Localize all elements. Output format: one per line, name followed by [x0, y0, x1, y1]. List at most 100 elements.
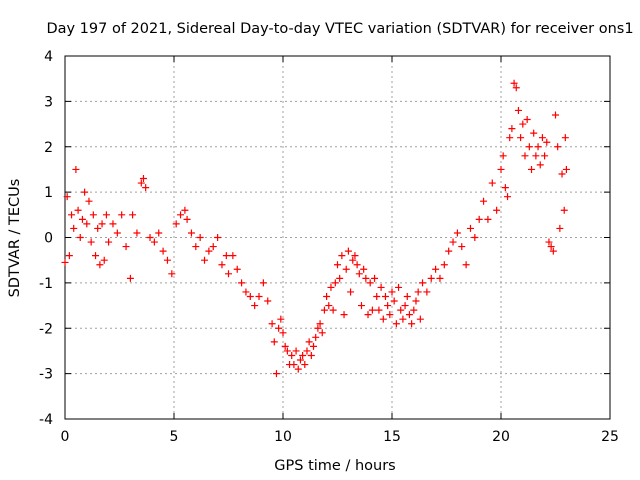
data-point [122, 243, 130, 251]
data-point [268, 320, 276, 328]
data-point [561, 134, 569, 142]
data-point [133, 229, 141, 237]
data-point [129, 211, 137, 219]
data-point [536, 161, 544, 169]
data-point [275, 324, 283, 332]
data-point [118, 211, 126, 219]
data-point [81, 188, 89, 196]
data-point [83, 220, 91, 228]
data-point [196, 234, 204, 241]
data-point [403, 292, 411, 300]
data-point [427, 274, 435, 282]
data-point [85, 197, 93, 205]
data-point [371, 274, 379, 282]
y-tick-label: -2 [39, 321, 53, 337]
data-point [416, 315, 424, 323]
data-point [172, 220, 180, 228]
data-point [301, 361, 309, 369]
data-point [538, 134, 546, 142]
data-point [419, 279, 427, 287]
x-tick-label: 20 [492, 429, 510, 445]
data-point [436, 274, 444, 282]
data-point [423, 288, 431, 296]
data-point [74, 206, 82, 214]
data-point [238, 279, 246, 287]
data-point [105, 238, 113, 246]
data-point [484, 215, 492, 223]
data-point [493, 206, 501, 214]
data-point [384, 302, 392, 310]
data-point [395, 283, 403, 291]
y-axis-label: SDTVAR / TECUs [7, 179, 23, 298]
y-tick-label: 2 [44, 140, 53, 156]
data-point [98, 220, 106, 228]
data-point [290, 361, 298, 369]
data-point [126, 274, 134, 282]
data-point [414, 288, 422, 296]
data-point [310, 342, 318, 350]
data-point [480, 197, 488, 205]
data-point [316, 320, 324, 328]
data-point [146, 234, 154, 241]
data-point [294, 365, 302, 373]
data-point [471, 234, 479, 241]
data-point [303, 347, 311, 355]
data-point [281, 342, 289, 350]
data-point [397, 306, 405, 314]
data-point [214, 234, 222, 241]
data-point [159, 247, 167, 255]
data-point [549, 247, 557, 255]
data-point [360, 265, 368, 273]
data-point [183, 215, 191, 223]
data-point [390, 297, 398, 305]
data-point [523, 116, 531, 124]
data-point [449, 238, 457, 246]
data-point [545, 238, 553, 246]
data-point [501, 184, 509, 192]
data-point [399, 315, 407, 323]
data-point [340, 311, 348, 319]
data-point [94, 224, 102, 232]
data-point [299, 351, 307, 359]
data-point [163, 256, 171, 264]
data-point [506, 134, 514, 142]
data-point [547, 243, 555, 251]
data-point [177, 211, 185, 219]
data-point [512, 84, 520, 92]
data-points [61, 79, 570, 378]
data-point [100, 256, 108, 264]
data-point [488, 179, 496, 187]
data-point [201, 256, 209, 264]
data-point [347, 288, 355, 296]
data-point [318, 329, 326, 337]
data-point [357, 302, 365, 310]
data-point [187, 229, 195, 237]
data-point [270, 338, 278, 346]
data-point [70, 224, 78, 232]
data-point [314, 324, 322, 332]
data-point [541, 152, 549, 160]
data-point [497, 165, 505, 173]
x-tick-label: 10 [274, 429, 292, 445]
series-sdtvar [61, 79, 570, 378]
data-point [283, 347, 291, 355]
data-point [366, 279, 374, 287]
data-point [78, 215, 86, 223]
data-point [89, 211, 97, 219]
data-point [532, 152, 540, 160]
data-point [323, 292, 331, 300]
x-tick-label: 25 [601, 429, 619, 445]
data-point [517, 134, 525, 142]
x-tick-labels: 0 5 10 15 20 25 [61, 429, 619, 445]
x-tick-label: 15 [383, 429, 401, 445]
data-point [349, 256, 357, 264]
data-point [556, 224, 564, 232]
data-point [288, 351, 296, 359]
data-point [560, 206, 568, 214]
y-tick-labels: 4 3 2 1 0 -1 -2 -3 -4 [39, 49, 53, 428]
data-point [229, 252, 237, 260]
axis-ticks [64, 55, 611, 420]
data-point [412, 297, 420, 305]
data-point [65, 252, 73, 260]
